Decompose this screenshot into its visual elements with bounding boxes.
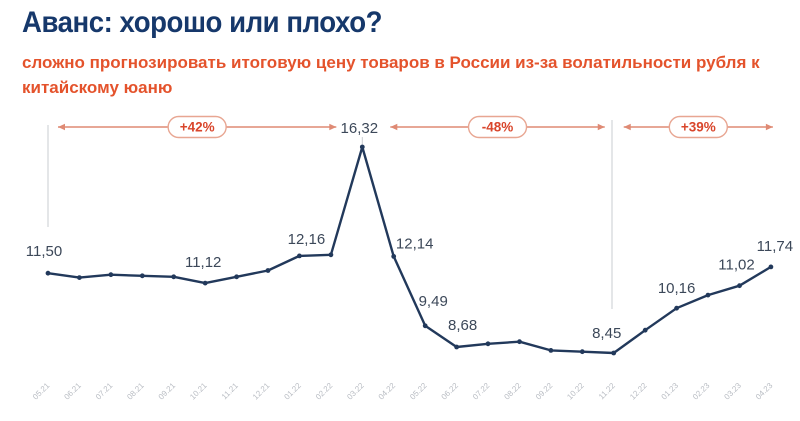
trend-annotation-pill (467, 115, 528, 139)
x-axis-tick-label: 08.21 (125, 381, 146, 402)
data-point-marker (485, 341, 491, 347)
data-point-value: 11,12 (185, 254, 221, 271)
trend-annotation-label: +42% (180, 120, 215, 135)
data-point-value: 12,14 (396, 235, 434, 252)
data-point-marker (674, 305, 679, 311)
data-point-marker (579, 349, 585, 355)
x-axis-tick-label: 04.22 (377, 381, 398, 402)
x-axis-tick-label: 01.23 (660, 381, 681, 402)
x-axis-tick-label: 01.22 (282, 381, 303, 402)
data-point-marker (454, 344, 459, 350)
page-title: Аванс: хорошо или плохо? (22, 6, 383, 39)
x-axis-tick-label: 06.22 (440, 381, 461, 402)
data-point-marker (77, 275, 82, 280)
data-point-marker (265, 268, 271, 273)
x-axis-tick-label: 11.22 (597, 381, 617, 401)
x-axis-tick-label: 08.22 (502, 381, 523, 402)
data-point-marker (517, 339, 522, 345)
data-point-marker (611, 350, 617, 356)
data-point-marker (328, 252, 334, 258)
data-point-marker (768, 264, 774, 270)
data-point-value: 10,16 (658, 280, 696, 297)
data-point-marker (202, 280, 208, 286)
x-axis-tick-label: 10.22 (565, 381, 586, 402)
trend-annotation-pill (167, 115, 227, 139)
x-axis-tick-label: 05.22 (408, 381, 429, 402)
data-point-marker (234, 274, 240, 280)
x-axis-tick-label: 09.22 (534, 381, 555, 402)
trend-annotation-label: +39% (681, 120, 716, 135)
trend-annotation-label: -48% (482, 120, 514, 135)
data-point-value: 11,50 (26, 243, 62, 260)
data-point-value: 11,02 (718, 257, 754, 274)
chart-header: Аванс: хорошо или плохо? сложно прогнози… (22, 6, 792, 100)
data-point-value: 9,49 (419, 293, 448, 310)
data-point-value: 12,16 (288, 231, 326, 248)
x-axis-tick-label: 07.22 (471, 381, 492, 402)
x-axis-tick-label: 04.23 (754, 381, 775, 402)
x-axis-tick-label: 12.22 (628, 381, 649, 402)
arrow-head-left (58, 123, 65, 131)
data-point-marker (45, 270, 51, 276)
x-axis-tick-label: 07.21 (94, 381, 115, 402)
data-point-marker (422, 323, 428, 329)
data-point-marker (548, 348, 554, 353)
arrow-head-right (597, 123, 605, 131)
page-subtitle: сложно прогнозировать итоговую цену това… (22, 53, 760, 97)
data-point-marker (705, 292, 711, 298)
data-point-value: 16,32 (341, 120, 379, 137)
arrow-head-left (390, 123, 398, 131)
data-point-marker (391, 254, 397, 259)
x-axis-tick-label: 10.21 (188, 381, 209, 402)
x-axis-tick-label: 12.21 (251, 381, 272, 402)
data-point-marker (139, 273, 145, 279)
data-point-marker (359, 144, 365, 150)
data-point-value: 11,74 (757, 238, 793, 255)
x-axis-tick-label: 06.21 (62, 381, 83, 402)
data-point-marker (642, 327, 648, 333)
x-axis-tick-label: 03.23 (722, 381, 743, 402)
arrow-head-right (329, 123, 337, 131)
x-axis-tick-label: 02.22 (314, 381, 335, 402)
x-axis-tick-label: 05.21 (31, 381, 52, 402)
data-point-value: 8,45 (592, 325, 621, 342)
trend-line (46, 145, 773, 355)
arrow-head-right (765, 123, 773, 131)
data-point-value: 8,68 (448, 317, 477, 334)
data-point-marker (171, 274, 177, 280)
data-point-marker (108, 272, 114, 278)
x-axis-tick-label: 11.21 (220, 381, 240, 401)
x-axis-tick-label: 09.21 (157, 381, 178, 402)
data-point-marker (297, 253, 302, 259)
data-point-marker (737, 283, 742, 289)
arrow-head-left (623, 123, 631, 131)
trend-annotation-pill (668, 115, 729, 139)
x-axis-tick-label: 03.22 (345, 381, 366, 402)
x-axis-tick-label: 02.23 (691, 381, 712, 402)
